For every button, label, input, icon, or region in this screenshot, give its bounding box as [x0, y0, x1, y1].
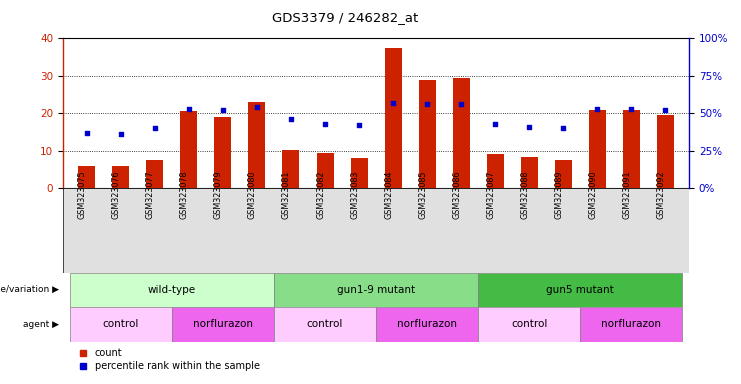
Text: norflurazon: norflurazon	[601, 319, 661, 329]
Text: GSM323078: GSM323078	[180, 170, 189, 219]
Point	[625, 106, 637, 112]
Bar	[282, 150, 299, 188]
Bar	[580, 307, 682, 342]
Point	[149, 125, 161, 131]
Point	[115, 131, 127, 137]
Text: GSM323079: GSM323079	[214, 170, 223, 219]
Bar	[487, 154, 504, 188]
Text: GSM323076: GSM323076	[112, 170, 121, 219]
Point	[285, 116, 297, 122]
Point	[217, 107, 229, 113]
Text: norflurazon: norflurazon	[193, 319, 253, 329]
Text: genotype/variation ▶: genotype/variation ▶	[0, 285, 59, 295]
Bar	[113, 166, 130, 188]
Point	[81, 130, 93, 136]
Text: agent ▶: agent ▶	[23, 320, 59, 329]
Point	[659, 107, 671, 113]
Bar	[555, 160, 572, 188]
Point	[489, 121, 501, 127]
Bar	[70, 273, 274, 307]
Bar	[622, 109, 639, 188]
Point	[557, 125, 569, 131]
Point	[455, 101, 467, 108]
Text: GSM323084: GSM323084	[384, 171, 393, 219]
Legend: count, percentile rank within the sample: count, percentile rank within the sample	[76, 344, 264, 375]
Text: control: control	[511, 319, 548, 329]
Bar	[478, 273, 682, 307]
Bar	[316, 152, 333, 188]
Point	[421, 101, 433, 108]
Text: gun5 mutant: gun5 mutant	[546, 285, 614, 295]
Text: GSM323075: GSM323075	[78, 170, 87, 219]
Text: GSM323077: GSM323077	[146, 170, 155, 219]
Bar	[274, 273, 478, 307]
Point	[387, 100, 399, 106]
Text: GSM323092: GSM323092	[657, 170, 665, 219]
Text: GSM323082: GSM323082	[316, 170, 325, 219]
Text: GSM323091: GSM323091	[622, 170, 631, 219]
Text: control: control	[103, 319, 139, 329]
Bar	[376, 307, 478, 342]
Bar	[248, 102, 265, 188]
Bar	[274, 307, 376, 342]
Point	[183, 106, 195, 112]
Text: GSM323090: GSM323090	[588, 170, 597, 219]
Bar	[453, 78, 470, 188]
Text: GSM323080: GSM323080	[248, 171, 257, 219]
Bar	[657, 115, 674, 188]
Text: gun1-9 mutant: gun1-9 mutant	[337, 285, 415, 295]
Text: GSM323087: GSM323087	[486, 170, 495, 219]
Text: GSM323085: GSM323085	[418, 170, 427, 219]
Point	[523, 124, 535, 130]
Bar	[589, 109, 605, 188]
Bar	[385, 48, 402, 188]
Text: wild-type: wild-type	[147, 285, 196, 295]
Text: norflurazon: norflurazon	[397, 319, 457, 329]
Bar	[478, 307, 580, 342]
Bar	[350, 158, 368, 188]
Text: GSM323086: GSM323086	[452, 171, 461, 219]
Text: GDS3379 / 246282_at: GDS3379 / 246282_at	[272, 12, 418, 25]
Bar	[521, 157, 538, 188]
Text: GSM323088: GSM323088	[520, 171, 529, 219]
Bar	[147, 160, 163, 188]
Text: control: control	[307, 319, 343, 329]
Bar	[79, 166, 96, 188]
Point	[353, 122, 365, 128]
Bar	[172, 307, 274, 342]
Text: GSM323089: GSM323089	[554, 170, 563, 219]
Point	[251, 104, 263, 110]
Text: GSM323083: GSM323083	[350, 171, 359, 219]
Bar	[419, 79, 436, 188]
Bar	[180, 111, 197, 188]
Bar	[214, 117, 231, 188]
Point	[591, 106, 603, 112]
Text: GSM323081: GSM323081	[282, 171, 291, 219]
Point	[319, 121, 331, 127]
Bar	[70, 307, 172, 342]
